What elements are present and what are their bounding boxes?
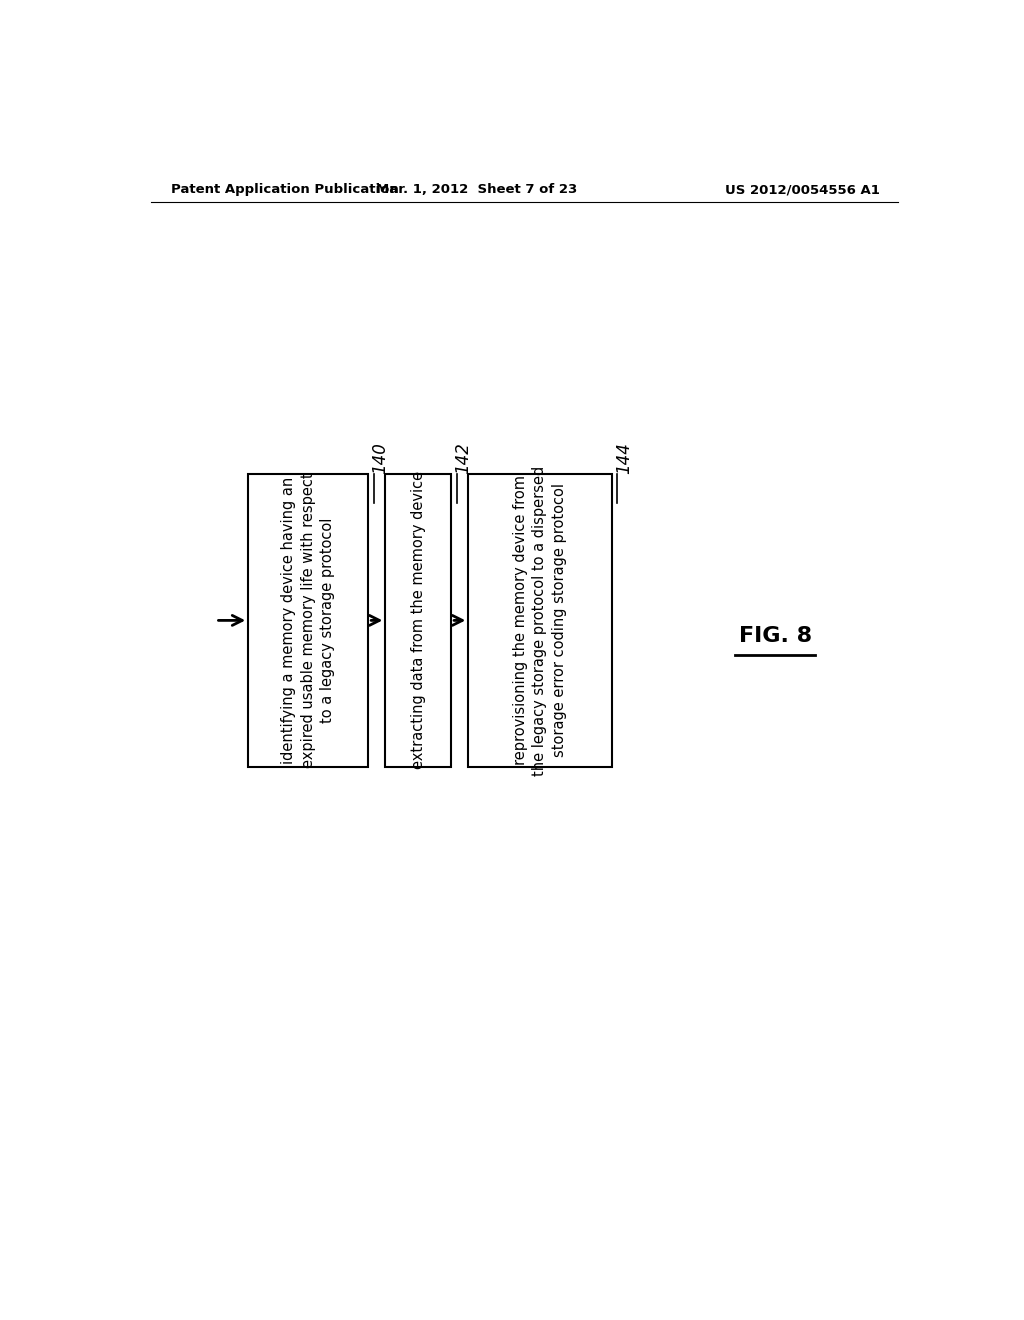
Bar [385,474,452,767]
Text: Mar. 1, 2012  Sheet 7 of 23: Mar. 1, 2012 Sheet 7 of 23 [376,183,578,197]
Text: US 2012/0054556 A1: US 2012/0054556 A1 [725,183,880,197]
Bar [468,474,611,767]
Bar [248,474,369,767]
Text: identifying a memory device having an
expired usable memory life with respect
to: identifying a memory device having an ex… [281,473,336,768]
Text: Patent Application Publication: Patent Application Publication [171,183,398,197]
Text: extracting data from the memory device: extracting data from the memory device [411,471,426,770]
Text: 142: 142 [455,442,472,474]
Text: 144: 144 [614,442,633,474]
Text: 140: 140 [372,442,389,474]
Text: reprovisioning the memory device from
the legacy storage protocol to a dispersed: reprovisioning the memory device from th… [513,465,567,776]
Text: FIG. 8: FIG. 8 [738,626,812,645]
